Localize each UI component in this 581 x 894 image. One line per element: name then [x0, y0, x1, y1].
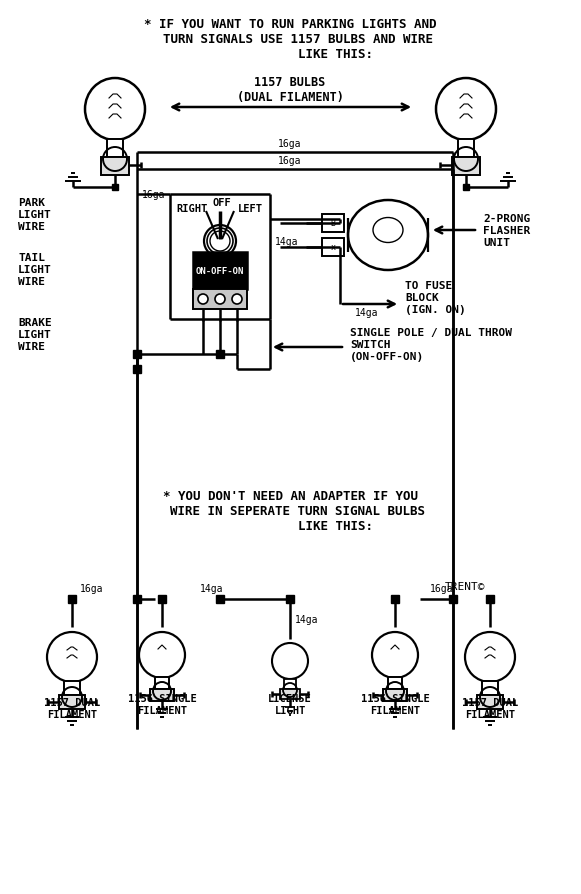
- FancyBboxPatch shape: [477, 696, 503, 709]
- Text: TO FUSE
BLOCK
(IGN. ON): TO FUSE BLOCK (IGN. ON): [405, 281, 466, 315]
- Text: LEFT: LEFT: [238, 204, 263, 214]
- Text: 14ga: 14ga: [295, 614, 318, 624]
- Text: 1157 BULBS
(DUAL FILAMENT): 1157 BULBS (DUAL FILAMENT): [236, 76, 343, 104]
- Text: 1156 SINGLE
FILAMENT: 1156 SINGLE FILAMENT: [361, 693, 429, 715]
- Text: x: x: [331, 243, 335, 252]
- Text: * IF YOU WANT TO RUN PARKING LIGHTS AND
  TURN SIGNALS USE 1157 BULBS AND WIRE
 : * IF YOU WANT TO RUN PARKING LIGHTS AND …: [144, 18, 436, 61]
- FancyBboxPatch shape: [107, 139, 123, 158]
- Text: 14ga: 14ga: [275, 237, 299, 247]
- Text: 1157 DUAL
FILAMENT: 1157 DUAL FILAMENT: [462, 697, 518, 719]
- Text: BRAKE
LIGHT
WIRE: BRAKE LIGHT WIRE: [18, 318, 52, 351]
- FancyBboxPatch shape: [155, 678, 169, 689]
- FancyBboxPatch shape: [322, 215, 344, 232]
- FancyBboxPatch shape: [322, 239, 344, 257]
- Text: 1156 SINGLE
FILAMENT: 1156 SINGLE FILAMENT: [128, 693, 196, 715]
- Circle shape: [198, 295, 208, 305]
- Text: OFF: OFF: [213, 198, 231, 207]
- FancyBboxPatch shape: [59, 696, 85, 709]
- Text: * YOU DON'T NEED AN ADAPTER IF YOU
  WIRE IN SEPERATE TURN SIGNAL BULBS
        : * YOU DON'T NEED AN ADAPTER IF YOU WIRE …: [155, 489, 425, 533]
- Text: TRENT©: TRENT©: [445, 581, 486, 591]
- Text: B: B: [331, 219, 335, 228]
- FancyBboxPatch shape: [150, 689, 174, 701]
- Circle shape: [232, 295, 242, 305]
- FancyBboxPatch shape: [101, 158, 129, 176]
- FancyBboxPatch shape: [383, 689, 407, 701]
- Text: RIGHT: RIGHT: [177, 204, 207, 214]
- Text: 16ga: 16ga: [278, 139, 302, 148]
- FancyBboxPatch shape: [280, 689, 300, 699]
- Text: ON-OFF-ON: ON-OFF-ON: [196, 266, 244, 275]
- FancyBboxPatch shape: [64, 681, 80, 696]
- FancyBboxPatch shape: [193, 290, 247, 309]
- Text: 16ga: 16ga: [80, 584, 103, 594]
- FancyBboxPatch shape: [452, 158, 480, 176]
- Text: 16ga: 16ga: [430, 584, 454, 594]
- FancyBboxPatch shape: [284, 679, 296, 689]
- Text: PARK
LIGHT
WIRE: PARK LIGHT WIRE: [18, 198, 52, 232]
- Text: TAIL
LIGHT
WIRE: TAIL LIGHT WIRE: [18, 253, 52, 286]
- FancyBboxPatch shape: [482, 681, 498, 696]
- Text: 16ga: 16ga: [278, 156, 302, 165]
- Text: 16ga: 16ga: [142, 190, 166, 199]
- Text: LICENSE
LIGHT: LICENSE LIGHT: [268, 693, 312, 715]
- Text: 1157 DUAL
FILAMENT: 1157 DUAL FILAMENT: [44, 697, 100, 719]
- Text: 14ga: 14ga: [200, 584, 224, 594]
- Text: 2-PRONG
FLASHER
UNIT: 2-PRONG FLASHER UNIT: [483, 215, 530, 248]
- FancyBboxPatch shape: [193, 253, 247, 290]
- FancyBboxPatch shape: [388, 678, 402, 689]
- FancyBboxPatch shape: [458, 139, 474, 158]
- Text: SINGLE POLE / DUAL THROW
SWITCH
(ON-OFF-ON): SINGLE POLE / DUAL THROW SWITCH (ON-OFF-…: [350, 328, 512, 361]
- Circle shape: [215, 295, 225, 305]
- Text: 14ga: 14ga: [355, 308, 378, 317]
